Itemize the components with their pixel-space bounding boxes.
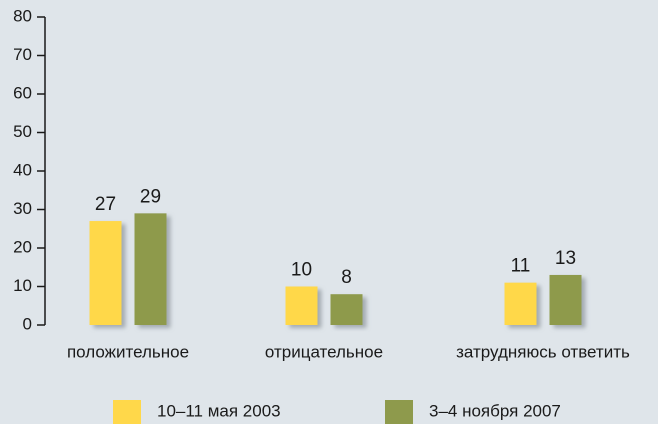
- data-label: 11: [511, 256, 531, 277]
- y-tick-label: 70: [13, 45, 32, 64]
- x-tick-label: отрицательное: [265, 342, 383, 361]
- x-tick-label: затрудняюсь ответить: [456, 342, 630, 361]
- data-label: 27: [95, 194, 116, 215]
- data-label: 13: [555, 248, 576, 269]
- bar: [134, 213, 167, 325]
- y-tick-label: 30: [13, 199, 32, 218]
- legend-label: 10–11 мая 2003: [157, 401, 281, 420]
- data-label: 10: [291, 260, 312, 281]
- legend-swatch: [113, 400, 141, 424]
- legend-label: 3–4 ноября 2007: [429, 401, 561, 420]
- y-tick-label: 20: [13, 237, 32, 256]
- data-label: 8: [341, 267, 352, 288]
- bar: [89, 221, 122, 325]
- bar: [504, 282, 537, 325]
- bar: [330, 294, 363, 325]
- y-tick-label: 50: [13, 122, 32, 141]
- y-tick-label: 40: [13, 160, 32, 179]
- y-tick-label: 0: [23, 314, 32, 333]
- legend-swatch: [385, 400, 413, 424]
- bar: [285, 286, 318, 325]
- y-tick-label: 80: [13, 6, 32, 25]
- bar: [549, 274, 582, 325]
- y-tick-label: 10: [13, 276, 32, 295]
- data-label: 29: [140, 186, 161, 207]
- x-tick-label: положительное: [67, 342, 189, 361]
- y-tick-label: 60: [13, 83, 32, 102]
